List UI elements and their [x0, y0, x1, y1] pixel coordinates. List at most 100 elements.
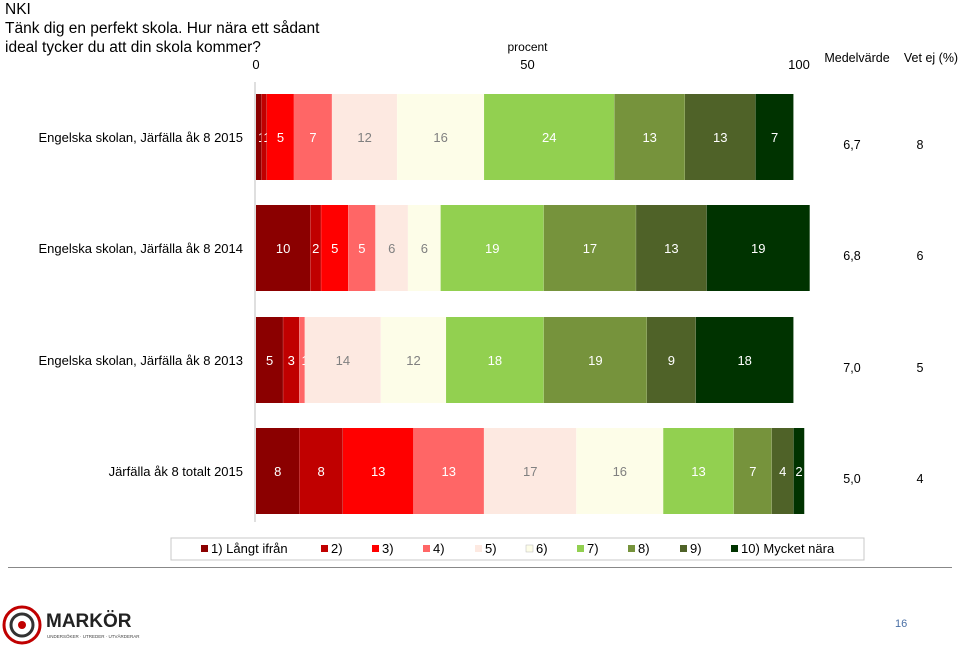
row-label: Engelska skolan, Järfälla åk 8 2015: [38, 130, 243, 145]
bar-value-label: 2: [312, 241, 319, 256]
axis-tick-label: 0: [252, 57, 259, 72]
bar-value-label: 13: [442, 464, 456, 479]
bar-segment: [771, 428, 794, 514]
no-answer-value: 6: [917, 249, 924, 263]
bar-value-label: 18: [488, 353, 502, 368]
legend-label: 6): [536, 541, 548, 556]
legend-swatch: [372, 545, 379, 552]
mean-column-header: Medelvärde: [824, 51, 889, 65]
bar-segment: [576, 428, 664, 514]
no-answer-column-header: Vet ej (%): [904, 51, 958, 65]
markor-logo: MARKÖR UNDERSÖKER · UTREDER · UTVÄRDERAR: [2, 605, 140, 645]
legend-label: 5): [485, 541, 497, 556]
row-label: Järfälla åk 8 totalt 2015: [109, 464, 243, 479]
legend-label: 10) Mycket nära: [741, 541, 835, 556]
bar-segment: [283, 317, 300, 403]
bar-segment: [256, 317, 284, 403]
bar-segment: [299, 317, 305, 403]
bar-value-label: 12: [357, 130, 371, 145]
bar-value-label: 2: [795, 464, 802, 479]
bar-value-label: 18: [737, 353, 751, 368]
logo-tagline: UNDERSÖKER · UTREDER · UTVÄRDERAR: [47, 633, 140, 639]
legend-label: 7): [587, 541, 599, 556]
legend-swatch: [475, 545, 482, 552]
bar-segment: [646, 317, 696, 403]
bar-segment: [397, 94, 485, 180]
bar-segment: [408, 205, 441, 291]
legend-swatch: [731, 545, 738, 552]
report-code: NKI: [5, 1, 31, 18]
bar-value-label: 5: [358, 241, 365, 256]
bar-value-label: 4: [779, 464, 786, 479]
bar-value-label: 13: [713, 130, 727, 145]
bar-segment: [755, 94, 794, 180]
bar-segment: [484, 94, 615, 180]
bar-segment: [380, 317, 447, 403]
mean-value: 7,0: [843, 361, 860, 375]
bar-value-label: 16: [433, 130, 447, 145]
bar-segment: [321, 205, 349, 291]
bar-segment: [543, 317, 647, 403]
bar-value-label: 6: [388, 241, 395, 256]
bar-value-label: 7: [749, 464, 756, 479]
legend-box: [170, 537, 865, 561]
bar-value-label: 8: [274, 464, 281, 479]
question-line-2: ideal tycker du att din skola kommer?: [5, 39, 261, 56]
legend-swatch: [201, 545, 208, 552]
bar-value-label: 3: [288, 353, 295, 368]
bar-segment: [440, 205, 544, 291]
question-line-1: Tänk dig en perfekt skola. Hur nära ett …: [5, 20, 320, 37]
bar-value-label: 16: [613, 464, 627, 479]
bar-value-label: 7: [771, 130, 778, 145]
bar-value-label: 6: [421, 241, 428, 256]
bar-value-label: 17: [523, 464, 537, 479]
bar-value-label: 5: [266, 353, 273, 368]
bar-value-label: 19: [485, 241, 499, 256]
bar-segment: [484, 428, 577, 514]
bar-segment: [304, 317, 381, 403]
bar-value-label: 8: [318, 464, 325, 479]
bar-segment: [342, 428, 414, 514]
bar-segment: [636, 205, 707, 291]
legend-label: 4): [433, 541, 445, 556]
legend-label: 3): [382, 541, 394, 556]
bar-value-label: 13: [371, 464, 385, 479]
bar-value-label: 19: [751, 241, 765, 256]
bar-segment: [266, 94, 295, 180]
legend-label: 8): [638, 541, 650, 556]
bar-segment: [733, 428, 772, 514]
mean-value: 6,7: [843, 138, 860, 152]
bar-value-label: 5: [331, 241, 338, 256]
legend-swatch: [525, 544, 534, 553]
bar-segment: [684, 94, 756, 180]
legend-swatch: [321, 545, 328, 552]
legend-swatch: [577, 545, 584, 552]
page-number: 16: [895, 618, 908, 630]
legend-swatch: [628, 545, 635, 552]
bar-value-label: 13: [691, 464, 705, 479]
bar-segment: [310, 205, 322, 291]
bar-segment: [348, 205, 376, 291]
axis-tick-label: 50: [520, 57, 534, 72]
bar-segment: [793, 428, 805, 514]
bar-segment: [446, 317, 544, 403]
bar-value-label: 5: [277, 130, 284, 145]
footer-divider: [8, 567, 952, 568]
title-block: NKI Tänk dig en perfekt skola. Hur nära …: [5, 0, 319, 57]
bar-value-label: 7: [309, 130, 316, 145]
legend-swatch: [423, 545, 430, 552]
bar-value-label: 13: [642, 130, 656, 145]
stacked-bar-chart: procent 0 50 100 Medelvärde Vet ej (%) Engelsk…: [38, 40, 958, 561]
bar-segment: [375, 205, 409, 291]
bar-segment: [413, 428, 485, 514]
mean-value: 5,0: [843, 472, 860, 486]
bar-value-label: 10: [276, 241, 290, 256]
no-answer-value: 8: [917, 138, 924, 152]
row-label: Engelska skolan, Järfälla åk 8 2013: [38, 353, 243, 368]
bar-segment: [299, 428, 343, 514]
bar-value-label: 19: [588, 353, 602, 368]
bar-value-label: 24: [542, 130, 556, 145]
bar-segment: [695, 317, 794, 403]
bar-segment: [256, 94, 262, 180]
logo-text: MARKÖR: [46, 611, 132, 632]
